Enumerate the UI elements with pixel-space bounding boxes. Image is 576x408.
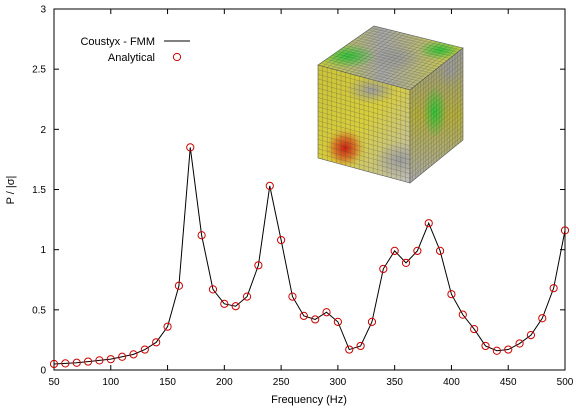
x-tick-label: 300	[330, 377, 347, 388]
x-tick-label: 100	[102, 377, 119, 388]
analytical-point	[413, 246, 422, 255]
analytical-point	[231, 302, 240, 311]
analytical-point	[220, 299, 229, 308]
analytical-point	[390, 246, 399, 255]
analytical-point	[61, 359, 70, 368]
analytical-point	[254, 261, 263, 270]
analytical-point	[152, 338, 161, 347]
analytical-point	[504, 345, 513, 354]
x-tick-label: 500	[557, 377, 574, 388]
analytical-point	[367, 317, 377, 326]
y-tick-label: 0.5	[32, 305, 46, 316]
analytical-point	[470, 324, 479, 334]
series-markers-analytical	[49, 143, 570, 369]
y-tick-label: 1	[40, 245, 46, 256]
analytical-point	[379, 264, 388, 274]
y-axis-title: P / |σ|	[5, 176, 17, 205]
analytical-point	[526, 331, 536, 340]
x-axis-title: Frequency (Hz)	[271, 394, 347, 406]
x-tick-label: 400	[443, 377, 460, 388]
x-tick-label: 200	[216, 377, 233, 388]
analytical-point	[345, 345, 354, 354]
x-tick-label: 450	[500, 377, 517, 388]
x-tick-label: 250	[273, 377, 290, 388]
analytical-point	[95, 356, 104, 365]
analytical-point	[208, 285, 218, 294]
y-axis: 0 0.5 1 1.5 2 2.5 3	[32, 5, 565, 377]
analytical-point	[83, 357, 93, 366]
analytical-point	[163, 322, 172, 331]
analytical-point	[560, 226, 570, 235]
y-tick-label: 2.5	[32, 65, 46, 76]
x-tick-label: 50	[48, 377, 60, 388]
analytical-point	[435, 246, 445, 255]
analytical-point	[72, 358, 81, 367]
y-tick-label: 1.5	[32, 185, 46, 196]
analytical-point	[538, 314, 547, 323]
analytical-point	[356, 341, 365, 351]
analytical-point	[549, 284, 558, 293]
analytical-point	[49, 359, 59, 369]
cube-front-face	[317, 64, 411, 184]
analytical-point	[333, 317, 342, 326]
analytical-point	[129, 350, 138, 359]
x-tick-label: 150	[159, 377, 176, 388]
analytical-point	[288, 292, 297, 301]
analytical-point	[265, 181, 274, 190]
analytical-point	[322, 308, 331, 317]
analytical-point	[515, 339, 524, 348]
x-axis: 50 100 150 200 250 300 350 400 450 500	[48, 9, 574, 388]
y-tick-label: 2	[40, 125, 46, 136]
analytical-point	[492, 346, 501, 355]
series-line-coustyx-fmm	[53, 147, 566, 365]
analytical-point	[242, 292, 252, 301]
series-path-coustyx-fmm	[53, 147, 566, 365]
analytical-point	[447, 290, 456, 299]
analytical-point	[458, 310, 467, 319]
x-tick-label: 350	[386, 377, 403, 388]
analytical-point	[299, 311, 308, 320]
legend-label-analytical: Analytical	[108, 52, 155, 64]
cube-side-face	[409, 47, 464, 184]
analytical-point	[197, 231, 206, 240]
analytical-point	[186, 143, 195, 152]
analytical-point	[401, 258, 411, 268]
analytical-point	[140, 345, 149, 354]
analytical-point	[481, 341, 490, 351]
analytical-point	[106, 355, 115, 364]
analytical-point	[424, 219, 433, 228]
y-tick-label: 3	[40, 5, 46, 16]
legend-swatch-marker	[172, 52, 182, 62]
analytical-point	[277, 235, 286, 245]
analytical-point	[174, 281, 184, 290]
cube-mesh-inset-image	[317, 25, 464, 184]
legend-label-coustyx-fmm: Coustyx - FMM	[80, 36, 155, 48]
analytical-point	[118, 352, 127, 361]
analytical-point	[311, 315, 320, 324]
legend: Coustyx - FMM Analytical	[80, 36, 190, 64]
y-tick-label: 0	[40, 366, 46, 377]
